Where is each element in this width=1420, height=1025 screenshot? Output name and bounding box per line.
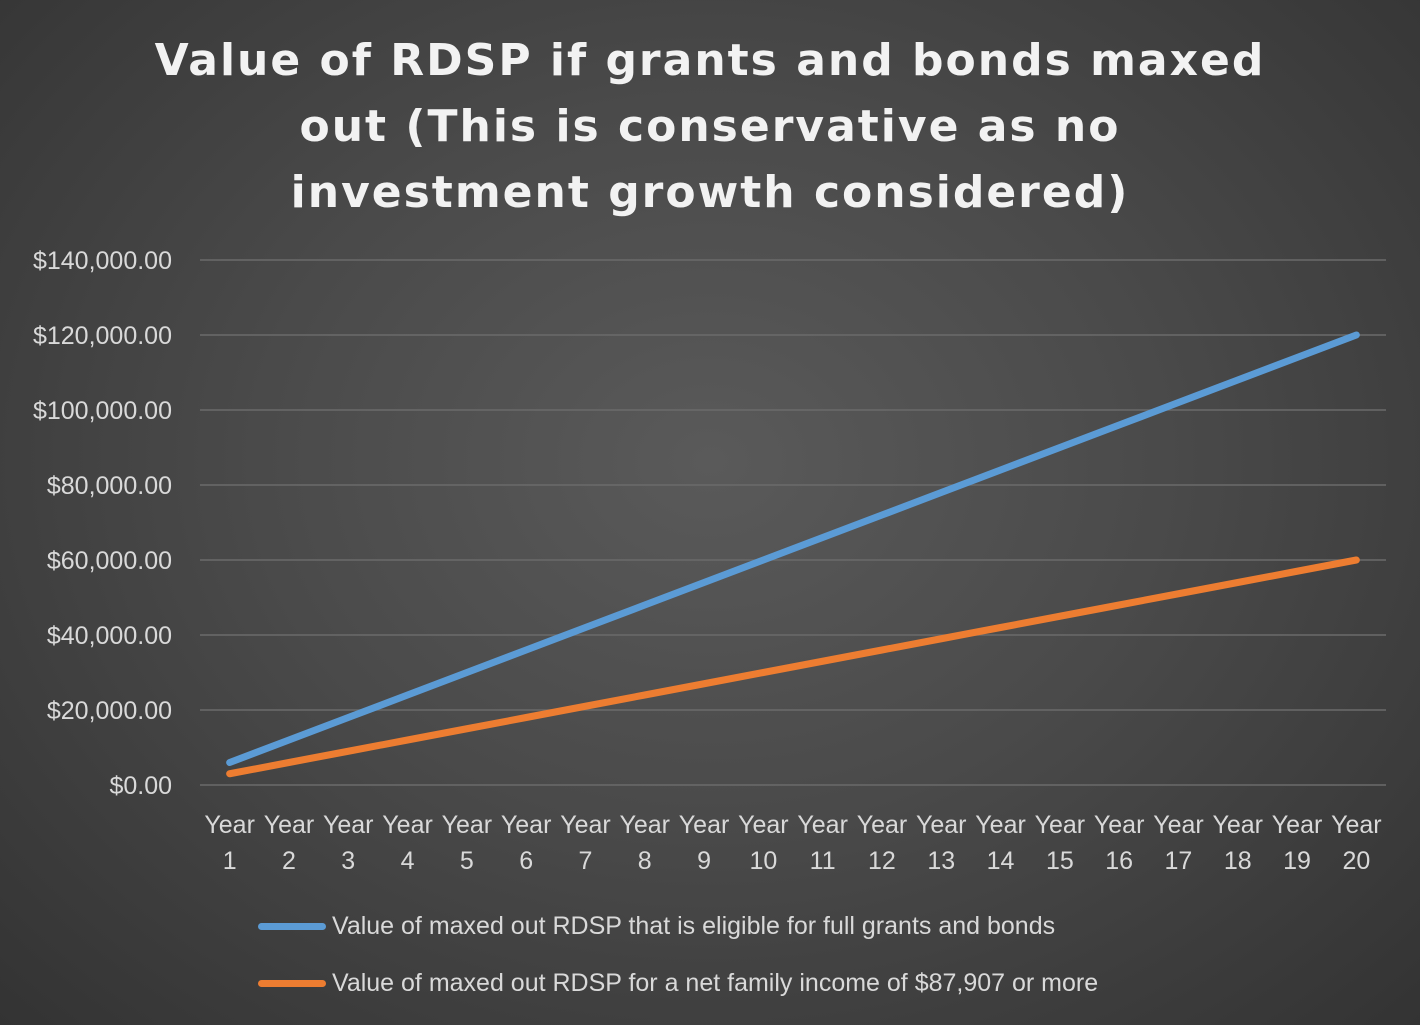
legend-item-high-income: Value of maxed out RDSP for a net family… <box>258 963 1098 1003</box>
legend-swatch-full-grants <box>258 922 326 930</box>
series-line-0 <box>226 331 1360 766</box>
y-tick-label-3: $60,000.00 <box>47 547 172 575</box>
x-tick-label-5: Year 5 <box>442 811 493 875</box>
x-tick-label-11: Year 11 <box>797 811 848 875</box>
x-tick-label-16: Year 16 <box>1094 811 1145 875</box>
y-tick-label-5: $100,000.00 <box>33 397 172 425</box>
x-tick-label-14: Year 14 <box>975 811 1026 875</box>
y-tick-label-7: $140,000.00 <box>33 247 172 275</box>
chart-title: Value of RDSP if grants and bonds maxed … <box>154 35 1266 218</box>
y-axis-tick-labels: $0.00 $20,000.00 $40,000.00 $60,000.00 $80,0… <box>33 247 172 800</box>
x-tick-label-10: Year 10 <box>738 811 789 875</box>
legend-label-high-income: Value of maxed out RDSP for a net family… <box>332 968 1099 997</box>
series-line-1 <box>226 556 1360 778</box>
gridlines <box>200 259 1386 786</box>
x-tick-label-12: Year 12 <box>857 811 908 875</box>
y-tick-label-6: $120,000.00 <box>33 322 172 350</box>
x-tick-label-1: Year 1 <box>204 811 255 875</box>
y-tick-label-2: $40,000.00 <box>47 622 172 650</box>
legend-label-full-grants: Value of maxed out RDSP that is eligible… <box>332 911 1056 940</box>
x-tick-label-6: Year 6 <box>501 811 552 875</box>
x-tick-label-7: Year 7 <box>560 811 611 875</box>
legend-item-full-grants: Value of maxed out RDSP that is eligible… <box>258 906 1055 946</box>
y-tick-label-0: $0.00 <box>109 772 172 800</box>
x-tick-label-15: Year 15 <box>1035 811 1086 875</box>
x-tick-label-2: Year 2 <box>264 811 315 875</box>
x-tick-label-17: Year 17 <box>1153 811 1204 875</box>
x-tick-label-3: Year 3 <box>323 811 374 875</box>
x-tick-label-4: Year 4 <box>382 811 433 875</box>
x-tick-label-9: Year 9 <box>679 811 730 875</box>
legend-swatch-high-income <box>258 979 326 987</box>
x-tick-label-13: Year 13 <box>916 811 967 875</box>
x-tick-label-20: Year 20 <box>1331 811 1382 875</box>
y-tick-label-1: $20,000.00 <box>47 697 172 725</box>
series-lines <box>226 331 1360 778</box>
y-tick-label-4: $80,000.00 <box>47 472 172 500</box>
x-tick-label-18: Year 18 <box>1212 811 1263 875</box>
x-tick-label-8: Year 8 <box>619 811 670 875</box>
x-tick-label-19: Year 19 <box>1272 811 1323 875</box>
